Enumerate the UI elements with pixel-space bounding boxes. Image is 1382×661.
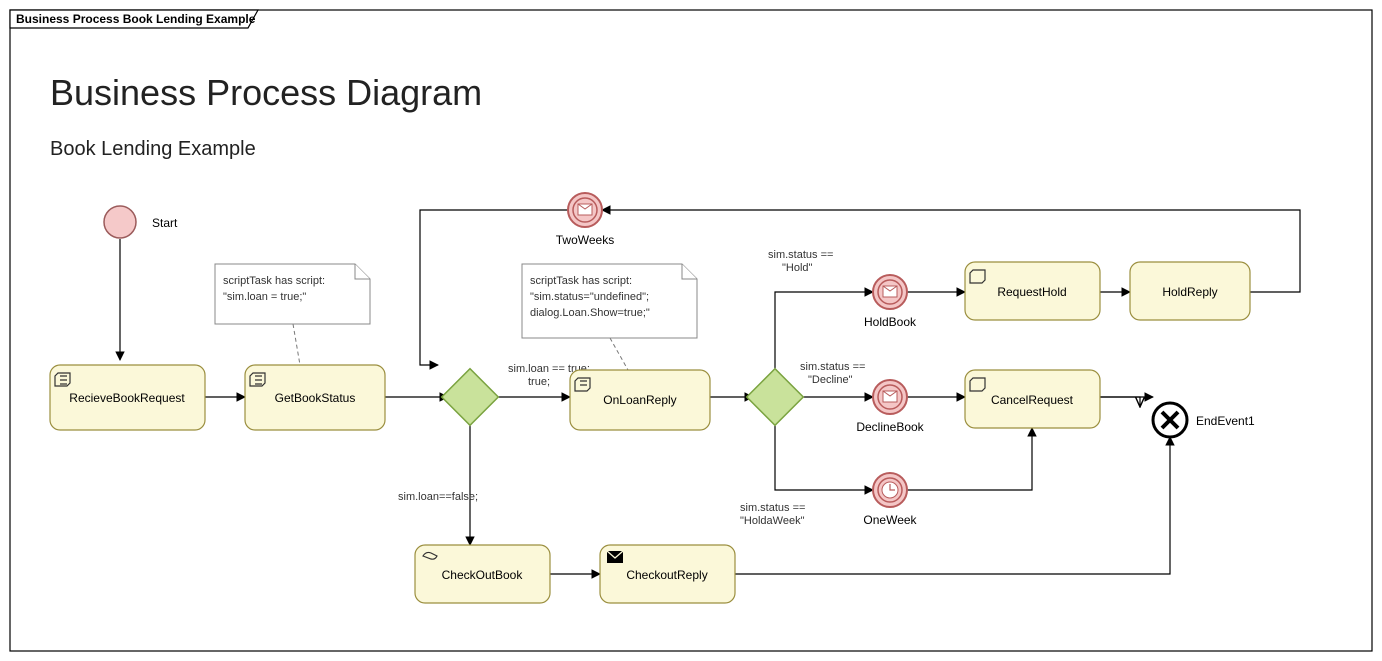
task-recieve: RecieveBookRequest	[50, 365, 205, 430]
svg-text:TwoWeeks: TwoWeeks	[556, 233, 614, 247]
svg-text:"sim.status="undefined";: "sim.status="undefined";	[530, 291, 649, 303]
svg-text:scriptTask has script:: scriptTask has script:	[530, 275, 632, 287]
svg-text:sim.loan==false;: sim.loan==false;	[398, 491, 478, 503]
page-title: Business Process Diagram	[50, 72, 482, 113]
tab-label: Business Process Book Lending Example	[16, 12, 256, 26]
svg-text:HoldReply: HoldReply	[1162, 285, 1217, 299]
svg-text:EndEvent1: EndEvent1	[1196, 414, 1255, 428]
svg-text:scriptTask has script:: scriptTask has script:	[223, 275, 325, 287]
svg-text:CancelRequest: CancelRequest	[991, 393, 1074, 407]
task-checkout: CheckOutBook	[415, 545, 550, 603]
task-getstatus: GetBookStatus	[245, 365, 385, 430]
task-holdreply: HoldReply	[1130, 262, 1250, 320]
svg-text:"sim.loan = true;": "sim.loan = true;"	[223, 291, 306, 303]
note-1: scriptTask has script: "sim.loan = true;…	[215, 264, 370, 324]
svg-text:GetBookStatus: GetBookStatus	[275, 391, 356, 405]
task-requesthold: RequestHold	[965, 262, 1100, 320]
svg-text:dialog.Loan.Show=true;": dialog.Loan.Show=true;"	[530, 307, 650, 319]
svg-text:CheckOutBook: CheckOutBook	[442, 568, 524, 582]
svg-text:DeclineBook: DeclineBook	[856, 420, 924, 434]
svg-text:HoldBook: HoldBook	[864, 315, 917, 329]
task-checkoutreply: CheckoutReply	[600, 545, 735, 603]
svg-text:RequestHold: RequestHold	[997, 285, 1066, 299]
page-subtitle: Book Lending Example	[50, 138, 256, 160]
task-onloan: OnLoanReply	[570, 370, 710, 430]
svg-text:OneWeek: OneWeek	[863, 513, 917, 527]
bpmn-diagram: Business Process Book Lending Example Bu…	[0, 0, 1382, 661]
svg-text:CheckoutReply: CheckoutReply	[626, 568, 707, 582]
svg-text:sim.status =="HoldaWeek": sim.status =="HoldaWeek"	[740, 502, 805, 527]
note-2: scriptTask has script: "sim.status="unde…	[522, 264, 697, 338]
task-cancelreq: CancelRequest	[965, 370, 1100, 428]
svg-text:OnLoanReply: OnLoanReply	[603, 393, 676, 407]
svg-text:Start: Start	[152, 216, 178, 230]
svg-text:RecieveBookRequest: RecieveBookRequest	[69, 391, 185, 405]
